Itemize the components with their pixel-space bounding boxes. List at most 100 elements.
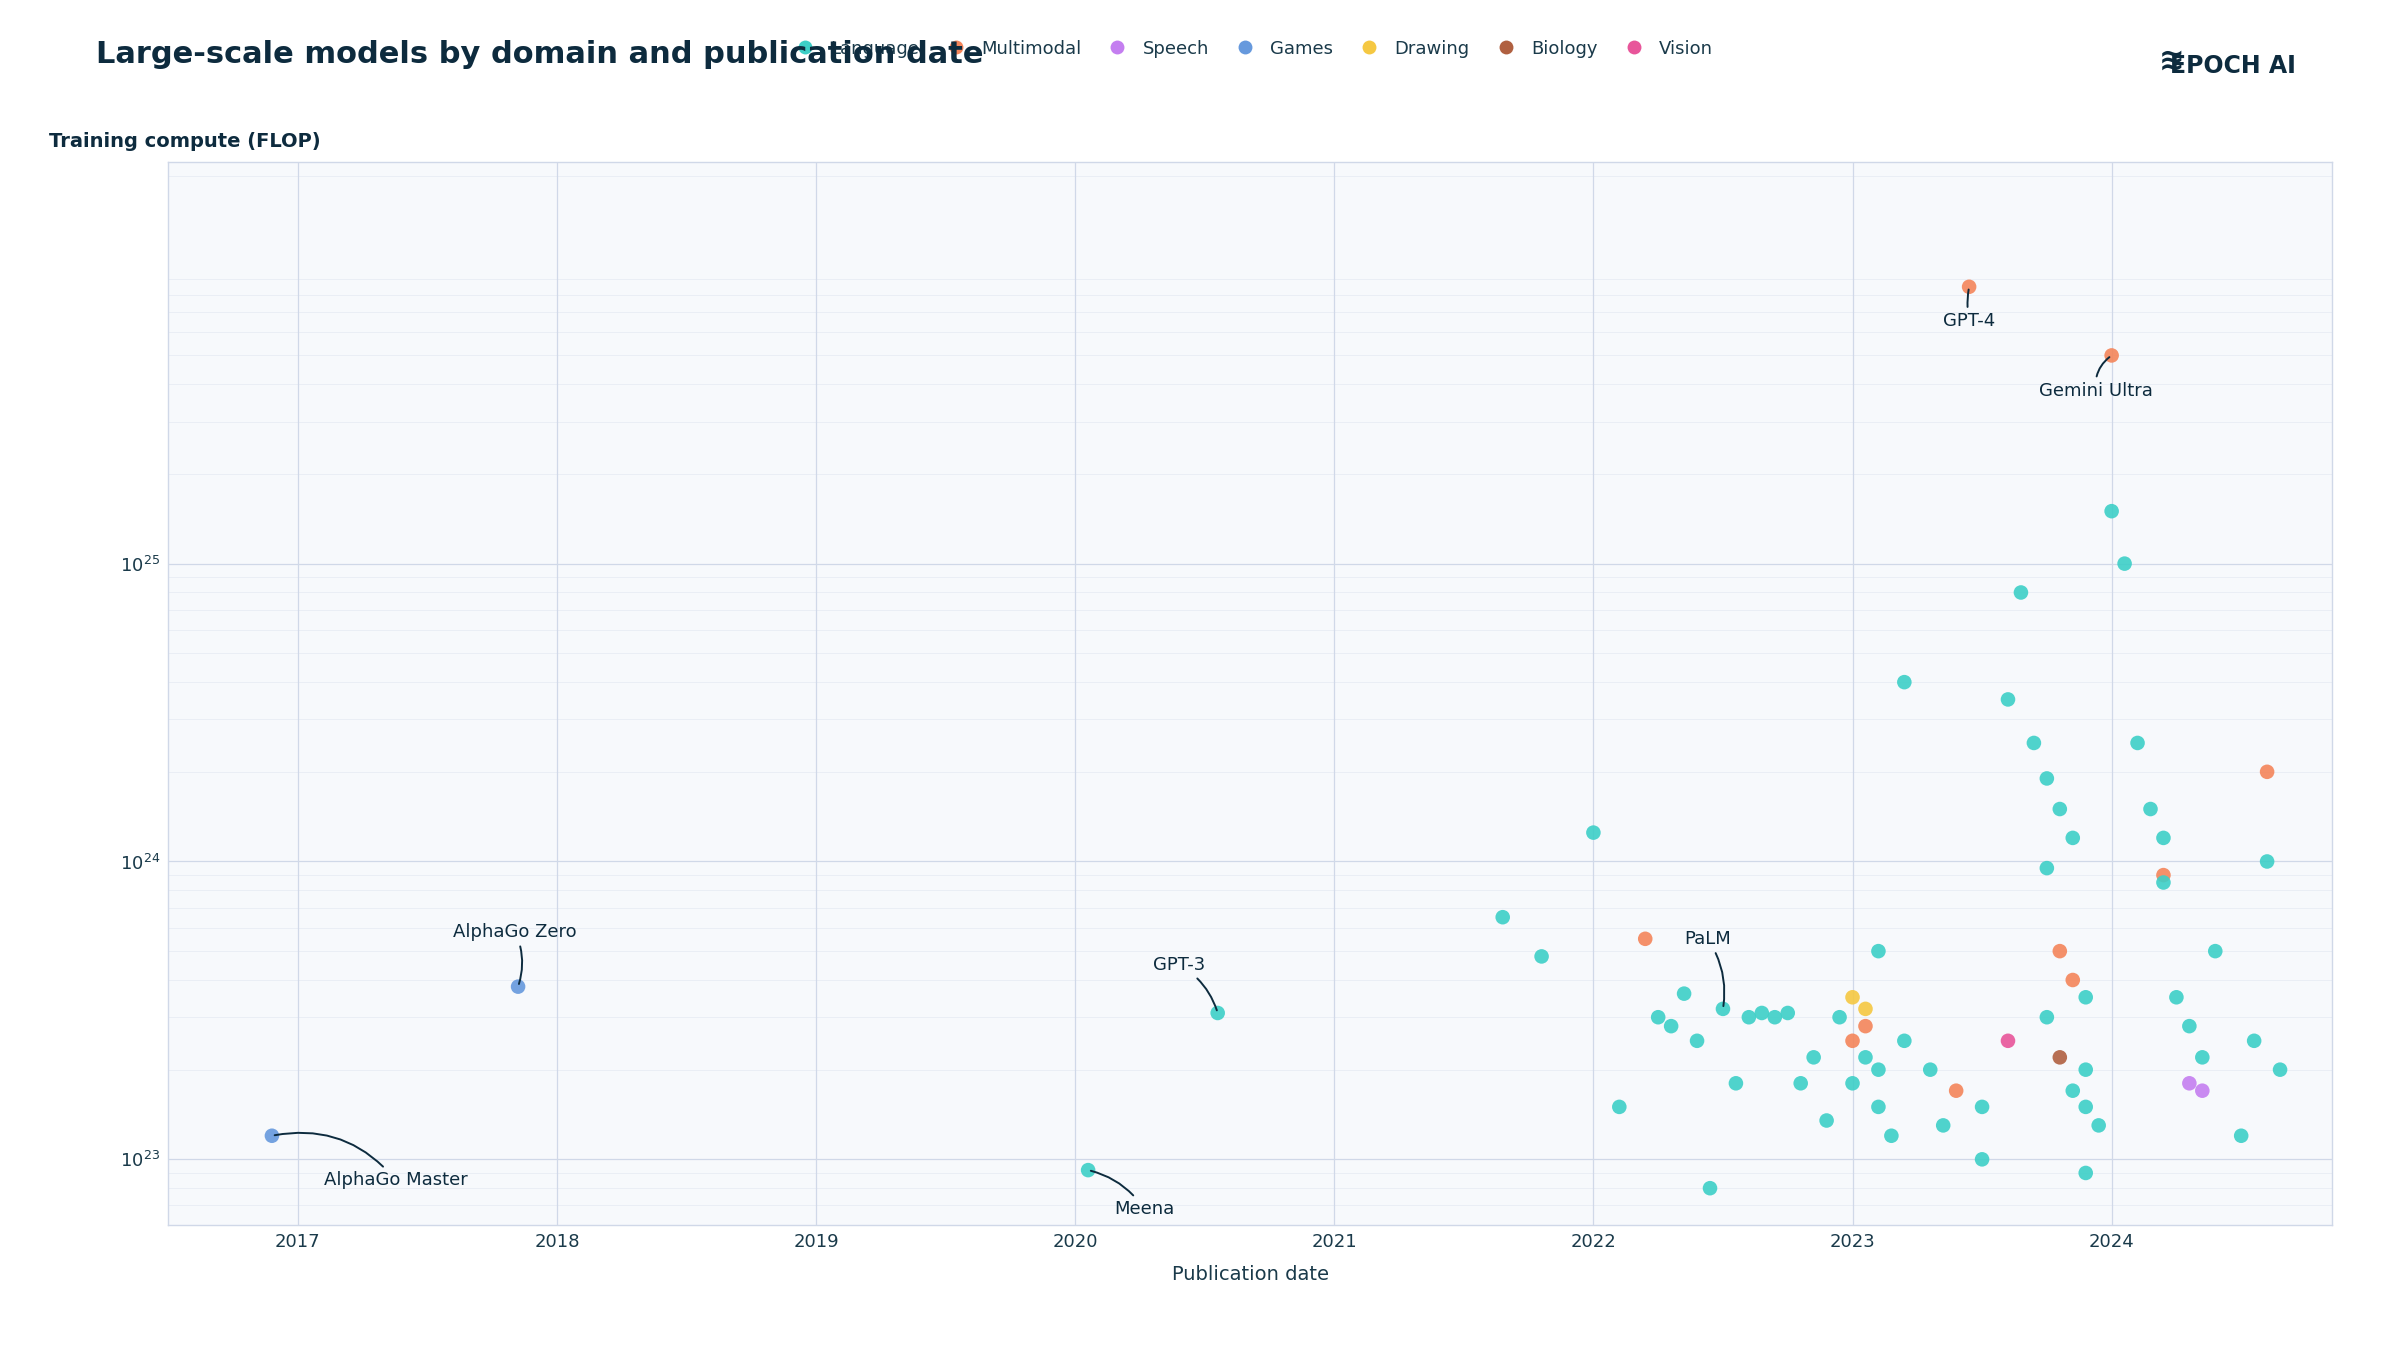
Point [1728, 1007, 1767, 1028]
Point [1858, 1059, 1897, 1081]
Point [2067, 1059, 2106, 1081]
Point [2144, 872, 2183, 894]
Point [2079, 1238, 2118, 1260]
Point [1988, 1030, 2027, 1051]
Point [1070, 1159, 1108, 1180]
Point [1988, 689, 2027, 711]
Point [1755, 1007, 1793, 1028]
Point [1200, 1003, 1238, 1024]
Point [1858, 1096, 1897, 1117]
Point [500, 976, 538, 997]
Text: Meena: Meena [1091, 1171, 1173, 1218]
Point [1640, 1007, 1678, 1028]
Point [1781, 1073, 1820, 1094]
Point [2027, 857, 2065, 879]
Text: PaLM: PaLM [1685, 930, 1731, 1005]
Point [1885, 1030, 1923, 1051]
Point [1575, 822, 1613, 844]
Point [2041, 941, 2079, 962]
Point [2067, 1238, 2106, 1260]
Point [1911, 1059, 1950, 1081]
Point [1820, 1007, 1858, 1028]
Point [1716, 1073, 1755, 1094]
Point [2132, 798, 2171, 820]
Point [2209, 1252, 2248, 1273]
Point [1793, 1047, 1832, 1069]
Point [252, 1125, 291, 1147]
Text: ≋: ≋ [2159, 47, 2185, 77]
Point [1885, 672, 1923, 693]
Point [2053, 1079, 2091, 1101]
Point [1950, 276, 1988, 297]
Point [1858, 941, 1897, 962]
Point [2260, 1059, 2298, 1081]
Point [1846, 1047, 1885, 1069]
Point [1846, 1015, 1885, 1036]
Point [2079, 1114, 2118, 1136]
Point [1938, 1079, 1976, 1101]
Point [2236, 1030, 2274, 1051]
Point [2195, 1238, 2233, 1260]
Point [2027, 1007, 2065, 1028]
Point [2248, 760, 2286, 782]
Point [2183, 1079, 2221, 1101]
X-axis label: Publication date: Publication date [1171, 1265, 1329, 1284]
Point [1769, 1003, 1808, 1024]
Text: Gemini Ultra: Gemini Ultra [2039, 357, 2154, 400]
Point [1601, 1096, 1640, 1117]
Point [2221, 1125, 2260, 1147]
Point [2183, 1047, 2221, 1069]
Point [2041, 798, 2079, 820]
Legend: Language, Multimodal, Speech, Games, Drawing, Biology, Vision: Language, Multimodal, Speech, Games, Dra… [779, 32, 1721, 65]
Point [2053, 828, 2091, 849]
Text: Large-scale models by domain and publication date: Large-scale models by domain and publica… [96, 40, 983, 70]
Point [1666, 983, 1704, 1004]
Point [1652, 1015, 1690, 1036]
Point [1743, 1003, 1781, 1024]
Text: GPT-4: GPT-4 [1942, 289, 1995, 331]
Point [2144, 828, 2183, 849]
Point [2091, 501, 2130, 522]
Point [1808, 1109, 1846, 1131]
Point [1678, 1030, 1716, 1051]
Point [1873, 1125, 1911, 1147]
Point [2067, 1096, 2106, 1117]
Point [1976, 1252, 2015, 1273]
Point [2106, 553, 2144, 575]
Point [1690, 1178, 1728, 1199]
Point [1522, 946, 1560, 968]
Point [2144, 864, 2183, 886]
Point [1613, 1238, 1652, 1260]
Point [2091, 345, 2130, 366]
Point [2067, 987, 2106, 1008]
Point [2171, 1073, 2209, 1094]
Text: AlphaGo Zero: AlphaGo Zero [454, 923, 577, 984]
Point [2015, 732, 2053, 754]
Point [2041, 1047, 2079, 1069]
Point [1834, 987, 1873, 1008]
Point [2195, 1233, 2233, 1254]
Point [1704, 999, 1743, 1020]
Text: AlphaGo Master: AlphaGo Master [274, 1133, 466, 1190]
Point [1625, 927, 1664, 949]
Point [1962, 1148, 2000, 1170]
Point [2053, 969, 2091, 991]
Point [2118, 732, 2156, 754]
Point [2003, 581, 2041, 603]
Point [2171, 1015, 2209, 1036]
Point [1769, 1226, 1808, 1248]
Text: Training compute (FLOP): Training compute (FLOP) [50, 132, 320, 151]
Text: EPOCH AI: EPOCH AI [2171, 54, 2296, 78]
Point [2156, 987, 2195, 1008]
Point [1962, 1096, 2000, 1117]
Point [1483, 906, 1522, 927]
Point [1834, 1030, 1873, 1051]
Point [2195, 941, 2233, 962]
Point [1834, 1073, 1873, 1094]
Point [1846, 999, 1885, 1020]
Text: GPT-3: GPT-3 [1154, 956, 1216, 1011]
Point [2027, 767, 2065, 789]
Point [1923, 1114, 1962, 1136]
Point [2067, 1162, 2106, 1183]
Point [2248, 851, 2286, 872]
